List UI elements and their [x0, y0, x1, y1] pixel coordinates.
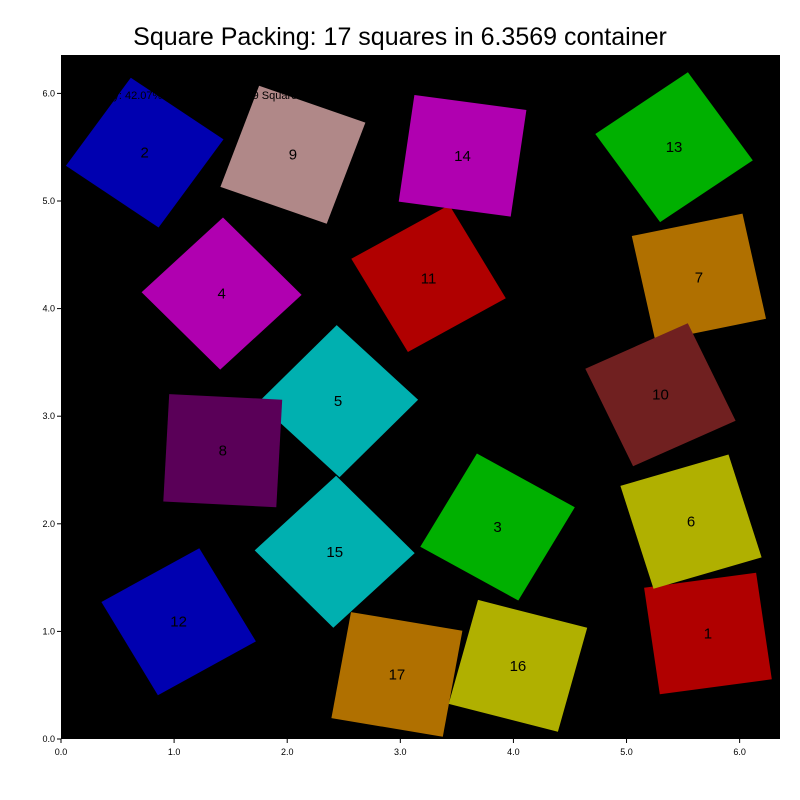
x-tick-label: 1.0 — [168, 747, 181, 757]
chart-title: Square Packing: 17 squares in 6.3569 con… — [133, 23, 667, 51]
square-1 — [644, 572, 772, 695]
square-label-14: 14 — [454, 148, 471, 165]
x-tick-label: 0.0 — [55, 747, 68, 757]
efficiency-annotation: Efficiency: 42.07% | Container: 6.3569 S… — [72, 90, 297, 102]
square-7 — [631, 213, 766, 342]
x-tick-label: 3.0 — [394, 747, 407, 757]
x-tick-label: 5.0 — [620, 747, 633, 757]
square-label-8: 8 — [219, 443, 227, 460]
y-axis: 0.0 1.0 2.0 3.0 4.0 5.0 6.0 — [42, 88, 61, 744]
y-tick-label: 5.0 — [42, 196, 55, 206]
y-tick-label: 1.0 — [42, 626, 55, 636]
y-tick-label: 2.0 — [42, 519, 55, 529]
square-10 — [585, 323, 736, 467]
y-tick-label: 0.0 — [42, 734, 55, 744]
y-tick-label: 3.0 — [42, 411, 55, 421]
square-9 — [220, 85, 366, 224]
x-tick-label: 6.0 — [733, 747, 746, 757]
square-2 — [65, 77, 224, 228]
square-5 — [258, 325, 419, 478]
square-label-12: 12 — [170, 614, 187, 631]
square-8 — [163, 394, 283, 508]
square-16 — [448, 599, 588, 732]
square-label-5: 5 — [334, 393, 342, 410]
square-12 — [101, 548, 256, 696]
square-6 — [620, 454, 762, 589]
x-tick-label: 4.0 — [507, 747, 520, 757]
square-label-16: 16 — [510, 658, 527, 675]
square-label-10: 10 — [652, 387, 669, 404]
square-label-15: 15 — [326, 544, 343, 561]
square-label-13: 13 — [666, 139, 683, 156]
square-label-11: 11 — [421, 270, 437, 287]
square-label-6: 6 — [687, 514, 695, 531]
square-label-1: 1 — [704, 626, 712, 643]
square-label-2: 2 — [141, 145, 149, 162]
square-label-4: 4 — [217, 286, 225, 303]
square-4 — [141, 217, 302, 370]
square-15 — [254, 475, 415, 628]
square-3 — [420, 453, 575, 601]
x-axis: 0.0 1.0 2.0 3.0 4.0 5.0 6.0 — [55, 739, 746, 757]
square-label-3: 3 — [493, 519, 501, 536]
y-tick-label: 6.0 — [42, 88, 55, 98]
square-11 — [351, 205, 506, 352]
y-tick-label: 4.0 — [42, 304, 55, 314]
square-label-17: 17 — [389, 666, 406, 683]
square-label-7: 7 — [695, 269, 703, 286]
square-label-9: 9 — [289, 147, 297, 164]
square-13 — [595, 72, 753, 223]
x-tick-label: 2.0 — [281, 747, 294, 757]
square-14 — [398, 95, 527, 217]
square-17 — [331, 612, 463, 737]
